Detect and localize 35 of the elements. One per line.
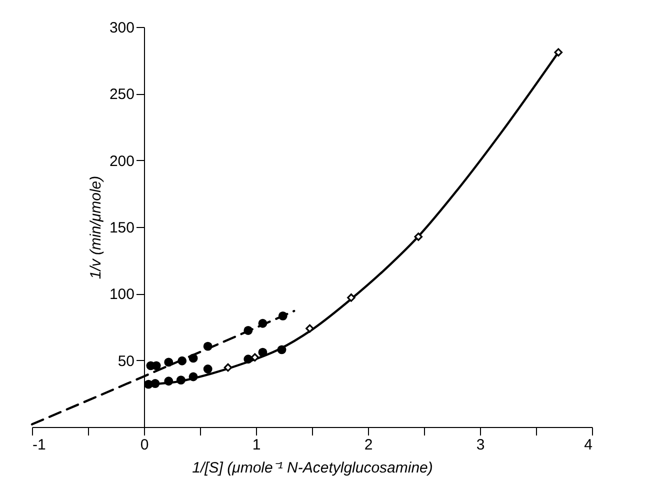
point	[188, 372, 198, 382]
x-axis-title: 1/[S] (μmole⁻¹ N-Acetylglucosamine)	[192, 460, 433, 476]
x-tick-label: 1	[252, 436, 261, 454]
point	[188, 354, 198, 363]
x-tick-label: 0	[140, 436, 149, 454]
y-axis-title: 1/v (min/μmole)	[87, 176, 104, 280]
y-tick-label: 100	[109, 286, 134, 304]
x-tick-label: 4	[584, 436, 592, 454]
point	[164, 376, 174, 386]
point	[306, 324, 314, 333]
point	[164, 358, 174, 367]
point	[203, 364, 212, 374]
point	[278, 311, 288, 320]
point	[203, 342, 212, 351]
point	[258, 348, 268, 357]
point	[176, 376, 186, 385]
point	[258, 318, 268, 328]
x-tick-label: 3	[476, 436, 485, 454]
point	[150, 379, 160, 388]
point	[414, 232, 423, 241]
y-tick-label: 50	[118, 352, 134, 370]
point	[178, 356, 187, 366]
point	[347, 294, 356, 302]
y-tick-label: 150	[109, 220, 134, 236]
x-tick-label: -1	[32, 436, 46, 454]
point	[244, 326, 253, 335]
point	[554, 48, 563, 56]
point	[244, 354, 253, 364]
y-tick-label: 200	[109, 152, 134, 170]
point	[250, 353, 260, 362]
y-tick-label: 300	[109, 20, 134, 36]
y-tick-label: 250	[109, 86, 134, 104]
point	[224, 363, 232, 372]
x-tick-label: 2	[364, 436, 373, 454]
point	[277, 345, 286, 354]
